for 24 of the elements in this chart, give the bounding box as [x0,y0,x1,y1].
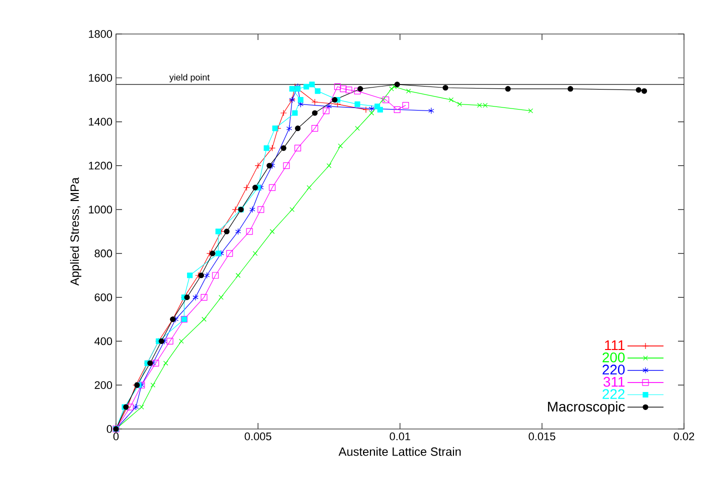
y-axis-title: Applied Stress, MPa [70,177,82,286]
y-tick-label: 1800 [88,30,112,38]
y-tick-label: 1400 [88,118,112,126]
y-tick-label: 1200 [88,162,112,170]
y-tick-label: 1000 [88,206,112,214]
legend-label: 222 [602,389,624,399]
y-tick-label: 200 [94,381,112,389]
x-tick-label: 0 [113,432,119,440]
legend-label: 220 [602,364,625,375]
x-tick-label: 0.01 [390,432,410,440]
x-tick-label: 0.005 [244,432,272,440]
legend-label: 311 [603,376,625,387]
ref-line-label: yield point [169,74,210,82]
legend-label: 111 [605,340,625,350]
y-tick-label: 0 [106,425,112,433]
legend-label: 200 [602,352,625,362]
x-axis-title: Austenite Lattice Strain [338,447,461,456]
y-tick-label: 800 [94,250,112,258]
y-tick-label: 400 [94,337,112,346]
y-tick-label: 600 [94,293,112,302]
x-tick-label: 0.015 [528,432,556,440]
x-tick-label: 0.02 [674,432,694,440]
y-tick-label: 1600 [88,74,112,82]
legend-label: Macroscopic [548,401,625,414]
